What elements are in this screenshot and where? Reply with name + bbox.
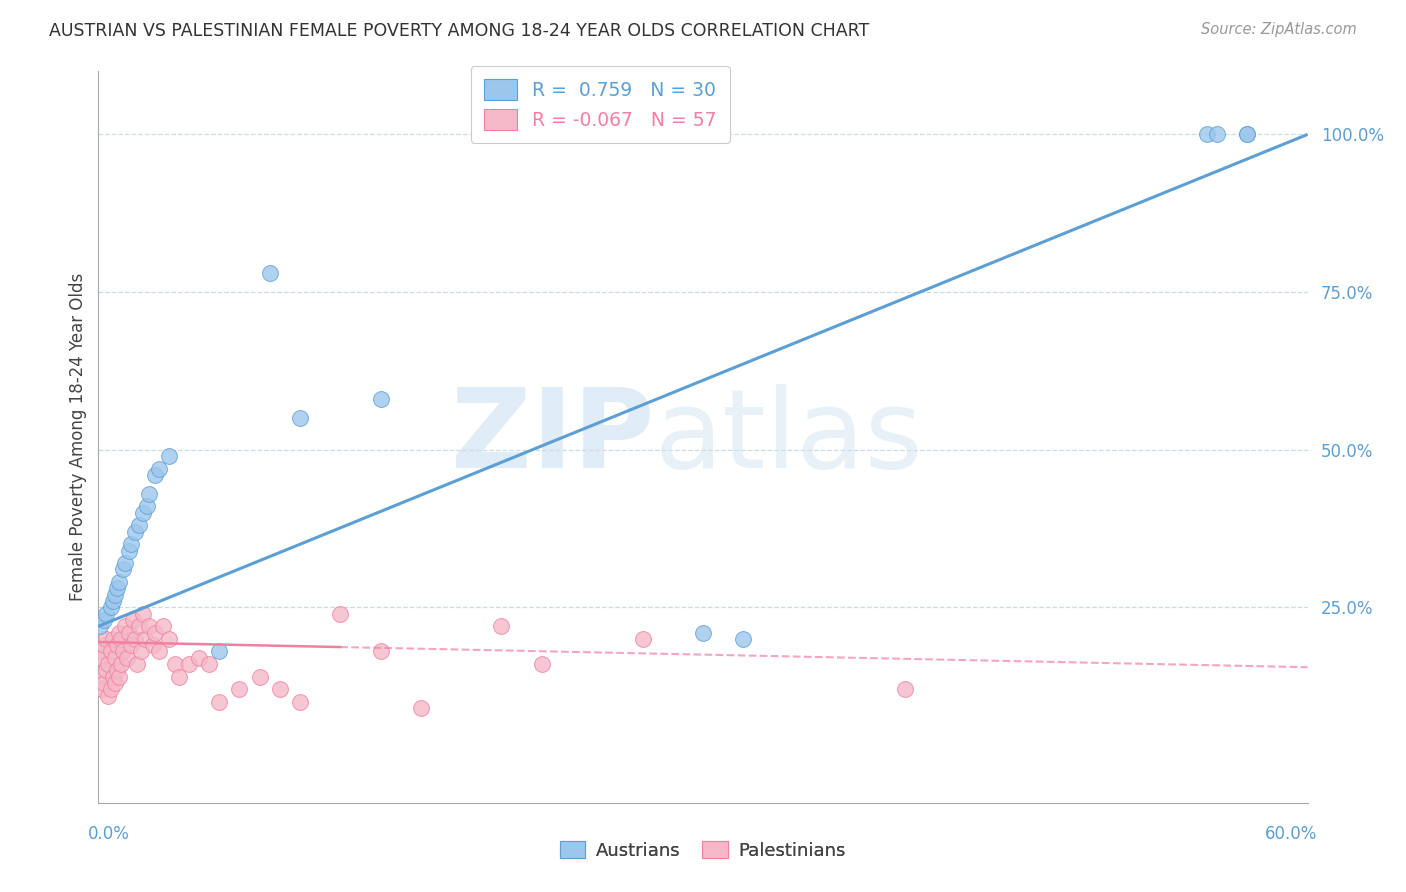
Point: [93, 613, 115, 627]
Text: atlas: atlas: [655, 384, 924, 491]
Point: [105, 664, 128, 678]
Point: [111, 562, 134, 576]
Point: [107, 575, 129, 590]
Y-axis label: Female Poverty Among 18-24 Year Olds: Female Poverty Among 18-24 Year Olds: [69, 273, 87, 601]
Point: [142, 638, 165, 652]
Point: [101, 594, 124, 608]
Point: [107, 670, 129, 684]
Point: [249, 670, 271, 684]
Point: [1195, 128, 1218, 142]
Point: [733, 632, 755, 646]
Point: [101, 632, 124, 646]
Point: [128, 518, 150, 533]
Point: [115, 650, 138, 665]
Point: [157, 632, 180, 646]
Point: [128, 619, 150, 633]
Point: [114, 619, 136, 633]
Point: [370, 392, 392, 407]
Point: [89, 644, 111, 658]
Point: [97, 657, 120, 671]
Point: [125, 657, 148, 671]
Point: [124, 524, 146, 539]
Text: 60.0%: 60.0%: [1265, 825, 1317, 843]
Point: [208, 695, 231, 709]
Point: [124, 632, 146, 646]
Point: [1236, 128, 1258, 142]
Point: [208, 644, 231, 658]
Point: [692, 625, 714, 640]
Point: [631, 632, 654, 646]
Point: [96, 632, 118, 646]
Point: [93, 676, 115, 690]
Point: [118, 625, 141, 640]
Point: [111, 644, 134, 658]
Point: [1206, 128, 1229, 142]
Point: [148, 461, 170, 475]
Point: [110, 657, 132, 671]
Point: [100, 644, 122, 658]
Point: [100, 682, 122, 697]
Point: [138, 619, 160, 633]
Point: [143, 625, 166, 640]
Point: [97, 689, 120, 703]
Point: [89, 670, 111, 684]
Point: [167, 670, 190, 684]
Point: [105, 582, 128, 596]
Point: [118, 543, 141, 558]
Point: [135, 500, 157, 514]
Point: [288, 411, 311, 425]
Point: [288, 695, 311, 709]
Point: [129, 644, 152, 658]
Point: [491, 619, 513, 633]
Text: ZIP: ZIP: [451, 384, 655, 491]
Point: [148, 644, 170, 658]
Point: [91, 682, 114, 697]
Point: [103, 588, 125, 602]
Point: [100, 600, 122, 615]
Point: [132, 607, 155, 621]
Point: [893, 682, 915, 697]
Point: [157, 449, 180, 463]
Point: [228, 682, 250, 697]
Point: [163, 657, 186, 671]
Legend: Austrians, Palestinians: Austrians, Palestinians: [553, 834, 853, 867]
Point: [132, 506, 155, 520]
Text: AUSTRIAN VS PALESTINIAN FEMALE POVERTY AMONG 18-24 YEAR OLDS CORRELATION CHART: AUSTRIAN VS PALESTINIAN FEMALE POVERTY A…: [49, 22, 869, 40]
Point: [89, 619, 111, 633]
Point: [198, 657, 221, 671]
Point: [103, 676, 125, 690]
Point: [105, 638, 128, 652]
Point: [93, 638, 115, 652]
Point: [91, 650, 114, 665]
Point: [370, 644, 392, 658]
Point: [96, 607, 118, 621]
Point: [120, 537, 142, 551]
Point: [107, 625, 129, 640]
Point: [120, 638, 142, 652]
Point: [143, 467, 166, 482]
Point: [329, 607, 352, 621]
Text: Source: ZipAtlas.com: Source: ZipAtlas.com: [1201, 22, 1357, 37]
Point: [134, 632, 156, 646]
Point: [409, 701, 432, 715]
Point: [138, 487, 160, 501]
Point: [121, 613, 143, 627]
Point: [259, 266, 281, 280]
Point: [530, 657, 553, 671]
Point: [269, 682, 291, 697]
Point: [96, 664, 118, 678]
Point: [188, 650, 211, 665]
Point: [110, 632, 132, 646]
Point: [179, 657, 201, 671]
Point: [103, 650, 125, 665]
Point: [1236, 128, 1258, 142]
Point: [152, 619, 174, 633]
Text: 0.0%: 0.0%: [89, 825, 131, 843]
Point: [101, 670, 124, 684]
Point: [114, 556, 136, 570]
